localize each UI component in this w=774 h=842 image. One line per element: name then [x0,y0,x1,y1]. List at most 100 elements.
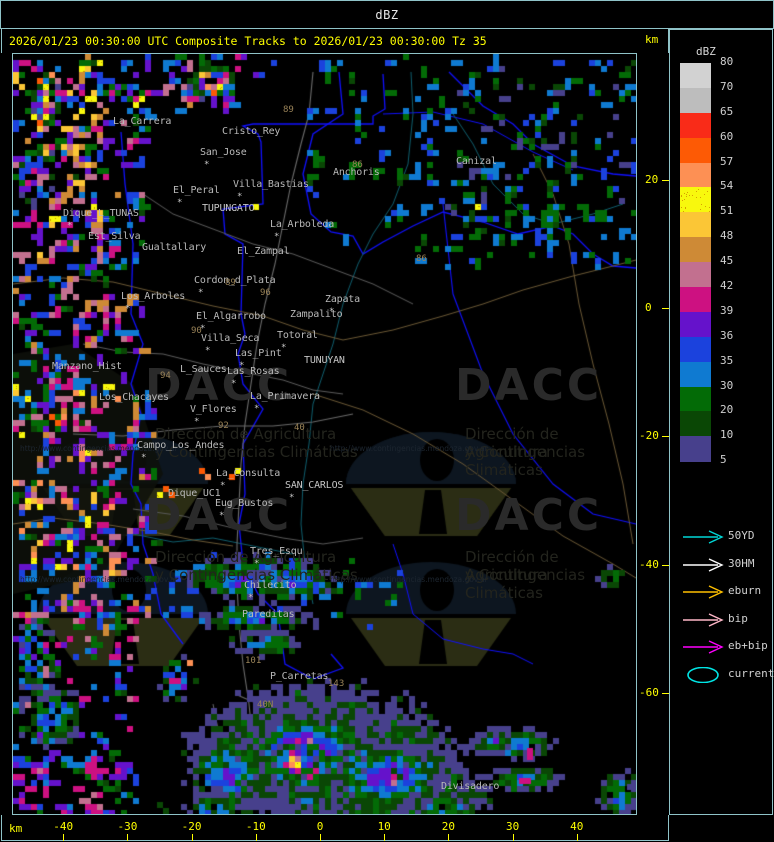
place-label: Manzano_Hist [52,361,122,372]
colorbar-speckle [709,207,710,208]
radar-map-viewport[interactable]: DACC DACC DACC DACC Dirección de Agricultura… [12,53,637,815]
colorbar-tick-label: 70 [720,80,733,93]
timestamp-text: 2026/01/23 00:30:00 UTC Composite Tracks… [2,34,487,48]
colorbar-tick-label: 10 [720,428,733,441]
colorbar-tick-label: 60 [720,130,733,143]
colorbar-speckle [696,191,697,192]
km-unit-label-bottom: km [9,822,22,835]
road-number-label: 86 [416,254,427,264]
place-label: V_Flores [190,404,237,415]
y-axis-tick-label: 20 [645,173,658,186]
colorbar-speckle [686,196,687,197]
place-marker: * [219,511,224,521]
place-label: SAN_CARLOS [285,480,343,491]
x-axis-tick [384,834,385,841]
colorbar-speckle [681,196,682,197]
track-legend-row[interactable]: 50YD [680,525,774,553]
colorbar-speckle [681,207,682,208]
watermark: y Contingencias Climáticas [465,566,636,602]
arrow-icon [682,639,724,655]
road-number-label: 92 [218,421,229,431]
colorbar-tick-label: 20 [720,403,733,416]
y-axis-tick-label: -60 [639,686,659,699]
colorbar-speckle [684,193,685,194]
colorbar-speckle [687,192,688,193]
place-marker: * [289,493,294,503]
colorbar-swatch [680,411,711,436]
colorbar-swatch [680,436,711,461]
watermark: y Contingencias Climáticas [465,443,636,479]
track-legend-row[interactable]: bip [680,608,774,636]
colorbar-speckle [707,191,708,192]
colorbar-speckle [704,194,705,195]
place-label: San_Jose [200,147,247,158]
place-label: Tres_Esqu [250,546,302,557]
x-axis-tick-label: -10 [246,820,266,833]
x-axis-tick [256,834,257,841]
track-legend-row[interactable]: eb+bip [680,635,774,663]
colorbar-speckle [686,194,687,195]
place-marker: * [254,404,259,414]
track-legend-label: bip [728,612,748,625]
track-legend-row[interactable]: eburn [680,580,774,608]
place-marker: * [198,288,203,298]
place-label: Dique_UC1 [168,488,220,499]
place-marker: * [274,232,279,242]
dbz-colorbar[interactable]: 80 70 65 60 57 54 51 48 45 42 39 36 35 30 20 10 5 [680,63,772,486]
place-label: P_Carretas [270,671,328,682]
place-marker: * [231,379,236,389]
road-number-label: 89 [225,278,236,288]
place-label: Zapata [325,294,360,305]
watermark: http://www.contingencias.mendoza.gov.ar [330,575,488,584]
legend-panel: dBZ 80 70 65 60 57 54 51 48 45 42 39 36 35 30 20 10 5 50… [669,29,773,815]
colorbar-tick-label: 35 [720,354,733,367]
colorbar-swatch [680,63,711,88]
watermark: http://www.contingencias.mendoza.gov.ar [20,575,178,584]
place-marker: * [205,346,210,356]
place-marker: * [194,417,199,427]
colorbar-speckle [685,208,686,209]
page-title: dBZ [375,8,398,22]
colorbar-row[interactable]: 5 [680,461,772,486]
x-axis-tick-label: -20 [182,820,202,833]
colorbar-swatch [680,362,711,387]
track-legend-row[interactable]: 30HM [680,553,774,581]
x-axis-tick-label: -40 [53,820,73,833]
colorbar-swatch [680,337,711,362]
colorbar-tick-label: 42 [720,279,733,292]
colorbar-speckle [705,206,706,207]
watermark: DACC [455,360,602,411]
colorbar-speckle [696,197,697,198]
place-label: Villa_Seca [201,333,259,344]
place-label: Los_Arboles [121,291,185,302]
track-legend-label: 30HM [728,557,755,570]
place-label: TUPUNGATO [202,203,254,214]
place-marker: * [237,192,242,202]
x-axis-tick [192,834,193,841]
colorbar-swatch [680,88,711,113]
y-axis-tick-label: -20 [639,429,659,442]
place-label: El_Peral [173,185,220,196]
track-legend: 50YD 30HM eburn bip eb+bip current [680,525,774,690]
place-label: Totoral [277,330,318,341]
x-axis-tick-label: 20 [442,820,455,833]
place-label: Pareditas [242,609,294,620]
place-label: Las_Rosas [227,366,279,377]
road-number-label: 40N [257,700,273,710]
colorbar-tick-label: 65 [720,105,733,118]
place-label: La_Consulta [216,468,280,479]
track-legend-label: current [728,667,774,680]
radar-display-window: dBZ 2026/01/23 00:30:00 UTC Composite Tr… [0,0,774,842]
track-legend-row[interactable]: current [680,663,774,691]
colorbar-swatch [680,187,711,212]
x-axis: km -40 -30 -20 -10 0 10 20 30 40 [1,815,669,841]
colorbar-swatch [680,287,711,312]
x-axis-tick [320,834,321,841]
x-axis-tick-label: 40 [570,820,583,833]
y-axis-tick [662,308,669,309]
colorbar-tick-label: 57 [720,155,733,168]
place-label: Los_Chacayes [99,392,169,403]
watermark: http://www.contingencias.mendoza.gov.ar [330,444,488,453]
x-axis-tick [577,834,578,841]
road-number-label: 86 [352,160,363,170]
